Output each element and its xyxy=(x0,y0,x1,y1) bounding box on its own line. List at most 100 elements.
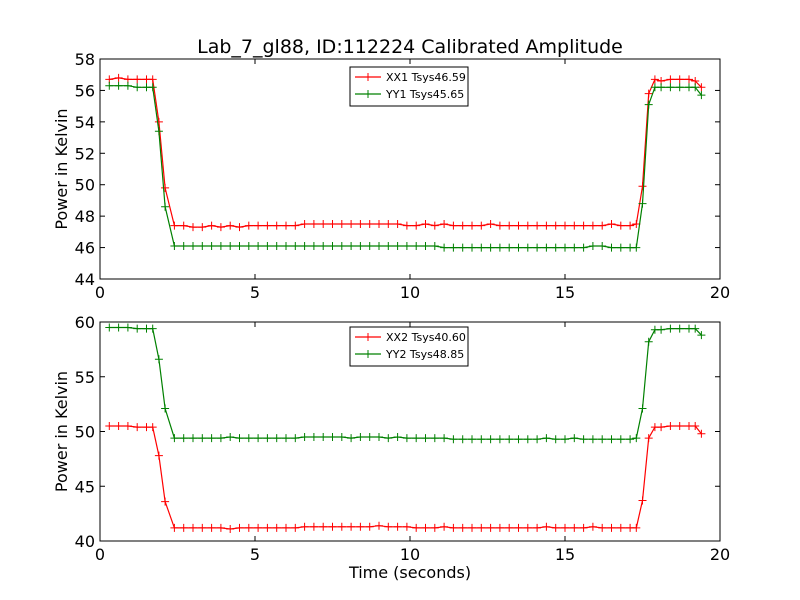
data-point xyxy=(449,243,458,252)
x-tick-label: 20 xyxy=(710,545,730,564)
x-tick-label: 5 xyxy=(250,283,260,302)
data-point xyxy=(697,331,706,340)
data-point xyxy=(319,220,328,228)
data-point xyxy=(161,404,170,413)
data-point xyxy=(588,242,597,250)
data-point xyxy=(375,242,383,250)
legend: XX2 Tsys40.60 YY2 Tsys48.85 xyxy=(349,326,469,367)
data-point xyxy=(570,221,579,230)
data-point xyxy=(148,423,157,432)
data-point xyxy=(638,199,647,208)
data-point xyxy=(272,221,281,230)
data-point xyxy=(477,243,486,252)
data-point xyxy=(244,434,253,443)
y-tick-label: 40 xyxy=(75,532,95,551)
data-point xyxy=(691,422,700,430)
legend-label: XX2 Tsys40.60 xyxy=(386,331,466,344)
data-point xyxy=(657,325,666,334)
data-point xyxy=(570,523,579,532)
data-point xyxy=(598,242,607,250)
data-point xyxy=(189,242,197,250)
data-point xyxy=(347,434,356,443)
data-point xyxy=(657,423,666,432)
data-point xyxy=(505,523,514,532)
data-point xyxy=(263,242,272,250)
data-point xyxy=(272,434,281,443)
legend: XX1 Tsys46.59 YY1 Tsys45.65 xyxy=(349,66,469,107)
data-point xyxy=(486,523,495,532)
data-point xyxy=(347,522,356,531)
data-point xyxy=(458,523,467,532)
data-point xyxy=(542,522,551,531)
legend-marker xyxy=(364,333,372,341)
data-point xyxy=(588,522,597,531)
data-point xyxy=(616,221,625,230)
data-point xyxy=(675,75,684,84)
data-point xyxy=(666,75,675,84)
y-tick-label: 56 xyxy=(75,81,95,100)
data-point xyxy=(402,242,411,250)
data-point xyxy=(533,221,542,230)
data-point xyxy=(514,221,523,230)
data-point xyxy=(384,522,393,531)
y-tick-label: 55 xyxy=(75,368,95,387)
data-point xyxy=(542,243,551,252)
legend-label: YY2 Tsys48.85 xyxy=(385,348,464,361)
data-point xyxy=(375,433,383,441)
data-point xyxy=(607,435,616,444)
data-point xyxy=(337,433,346,441)
data-point xyxy=(421,242,430,250)
data-point xyxy=(616,435,625,444)
data-point xyxy=(347,220,356,228)
data-point xyxy=(282,242,290,250)
data-point xyxy=(551,221,560,230)
data-point xyxy=(449,435,458,444)
data-point xyxy=(207,242,216,250)
data-point xyxy=(170,221,179,230)
data-point xyxy=(365,220,374,228)
data-point xyxy=(105,323,114,332)
data-point xyxy=(644,434,653,443)
data-point xyxy=(495,243,504,252)
data-point xyxy=(561,221,569,230)
data-point xyxy=(337,242,346,250)
data-point xyxy=(542,434,551,443)
data-point xyxy=(697,429,706,438)
data-point xyxy=(495,523,504,532)
data-point xyxy=(598,523,607,532)
data-point xyxy=(133,423,142,432)
data-point xyxy=(430,242,439,250)
data-point xyxy=(114,323,123,332)
data-point xyxy=(607,243,616,252)
data-point xyxy=(207,221,216,230)
x-tick-label: 15 xyxy=(555,283,575,302)
data-point xyxy=(309,242,318,250)
data-point xyxy=(235,242,244,250)
data-point xyxy=(495,221,504,230)
data-point xyxy=(179,242,188,250)
data-point xyxy=(337,522,346,531)
chart-title: Lab_7_gl88, ID:112224 Calibrated Amplitu… xyxy=(197,36,623,58)
data-point xyxy=(105,422,114,430)
data-point xyxy=(263,523,272,532)
legend-box xyxy=(349,66,469,107)
data-point xyxy=(393,242,402,250)
data-point xyxy=(486,435,495,444)
data-point xyxy=(254,523,263,532)
data-point xyxy=(486,243,495,252)
data-point xyxy=(254,242,263,250)
data-point xyxy=(440,220,449,228)
data-point xyxy=(402,522,411,531)
data-point xyxy=(626,221,635,230)
data-point xyxy=(570,434,579,443)
data-point xyxy=(384,434,393,443)
y-tick-label: 48 xyxy=(75,207,95,226)
data-point xyxy=(133,75,142,84)
data-point xyxy=(650,75,659,84)
data-point xyxy=(235,434,244,443)
data-point xyxy=(309,433,318,441)
legend-box xyxy=(349,326,469,367)
data-point xyxy=(393,433,402,441)
data-point xyxy=(477,221,486,230)
